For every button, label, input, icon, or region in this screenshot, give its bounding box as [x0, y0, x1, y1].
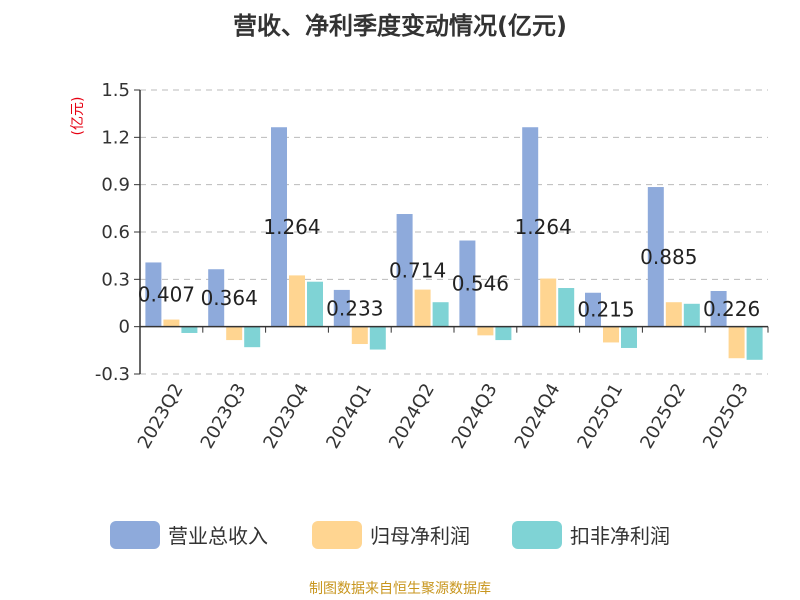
y-tick-label: 0.3 — [101, 269, 130, 290]
bar-营业总收入-2024Q1 — [333, 289, 350, 327]
grid-lines — [140, 89, 768, 375]
data-label: 0.714 — [389, 258, 446, 282]
data-label: 1.264 — [263, 215, 320, 239]
x-tick-label: 2024Q2 — [385, 380, 439, 452]
legend-label: 扣非净利润 — [570, 524, 670, 548]
bar-归母净利润-2024Q3 — [477, 326, 494, 336]
y-unit-label: (亿元) — [70, 97, 86, 136]
bar-归母净利润-2024Q2 — [414, 289, 431, 327]
x-tick-label: 2023Q2 — [134, 380, 188, 452]
bar-归母净利润-2025Q2 — [665, 302, 682, 327]
legend: 营业总收入 归母净利润 扣非净利润 — [110, 521, 670, 549]
bar-归母净利润-2023Q3 — [226, 326, 243, 341]
bar-归母净利润-2025Q1 — [603, 326, 619, 343]
data-label: 1.264 — [515, 215, 572, 239]
chart-title: 营收、净利季度变动情况(亿元) — [233, 12, 567, 40]
y-tick-label: 1.2 — [101, 127, 130, 148]
bar-归母净利润-2024Q4 — [540, 278, 557, 327]
bar-扣非净利润-2024Q2 — [432, 302, 449, 327]
bar-营业总收入-2025Q1 — [585, 292, 601, 327]
bar-归母净利润-2023Q4 — [289, 275, 305, 327]
legend-label: 归母净利润 — [370, 524, 470, 548]
data-label: 0.233 — [326, 296, 383, 320]
bar-扣非净利润-2023Q4 — [307, 281, 323, 327]
x-tick-label: 2024Q3 — [448, 380, 502, 452]
bar-扣非净利润-2023Q3 — [244, 326, 261, 348]
y-tick-label: 0 — [119, 317, 130, 338]
legend-swatch — [312, 521, 362, 549]
y-tick-label: 0.9 — [101, 175, 130, 196]
data-label: 0.226 — [703, 297, 760, 321]
x-tick-label: 2025Q3 — [699, 380, 753, 452]
bar-营业总收入-2024Q2 — [396, 214, 413, 327]
legend-swatch — [512, 521, 562, 549]
y-tick-label: 1.5 — [101, 80, 130, 101]
data-label: 0.407 — [138, 283, 195, 307]
bar-营业总收入-2024Q3 — [459, 240, 476, 327]
x-tick-label: 2025Q2 — [636, 380, 690, 452]
bar-营业总收入-2024Q4 — [522, 127, 539, 327]
x-tick-label: 2023Q3 — [197, 380, 251, 452]
bar-扣非净利润-2024Q4 — [558, 288, 575, 327]
data-label: 0.364 — [201, 286, 258, 310]
y-tick-label: 0.6 — [101, 222, 130, 243]
bar-归母净利润-2025Q3 — [728, 326, 745, 359]
data-label: 0.546 — [452, 272, 509, 296]
bar-营业总收入-2023Q2 — [145, 262, 162, 327]
legend-label: 营业总收入 — [168, 524, 268, 548]
x-tick-label: 2024Q4 — [511, 380, 565, 452]
x-tick-label: 2024Q1 — [322, 380, 376, 452]
data-label: 0.885 — [640, 245, 697, 269]
bar-营业总收入-2023Q3 — [208, 269, 225, 327]
bars — [145, 127, 763, 360]
legend-swatch — [110, 521, 160, 549]
x-tick-label: 2023Q4 — [259, 380, 313, 452]
bar-归母净利润-2023Q2 — [163, 319, 180, 327]
bar-扣非净利润-2025Q2 — [683, 303, 700, 327]
y-tick-label: -0.3 — [95, 364, 130, 385]
bar-扣非净利润-2023Q2 — [181, 326, 198, 333]
bar-营业总收入-2025Q2 — [647, 187, 664, 327]
data-label: 0.215 — [577, 298, 634, 322]
bar-营业总收入-2025Q3 — [710, 291, 727, 327]
bar-扣非净利润-2025Q1 — [621, 326, 637, 348]
x-tick-label: 2025Q1 — [573, 380, 627, 452]
bar-营业总收入-2023Q4 — [271, 127, 287, 327]
bar-扣非净利润-2024Q3 — [495, 326, 512, 341]
bar-扣非净利润-2025Q3 — [746, 326, 763, 360]
bar-扣非净利润-2024Q1 — [369, 326, 386, 350]
source-note: 制图数据来自恒生聚源数据库 — [309, 581, 491, 597]
bar-归母净利润-2024Q1 — [351, 326, 368, 345]
